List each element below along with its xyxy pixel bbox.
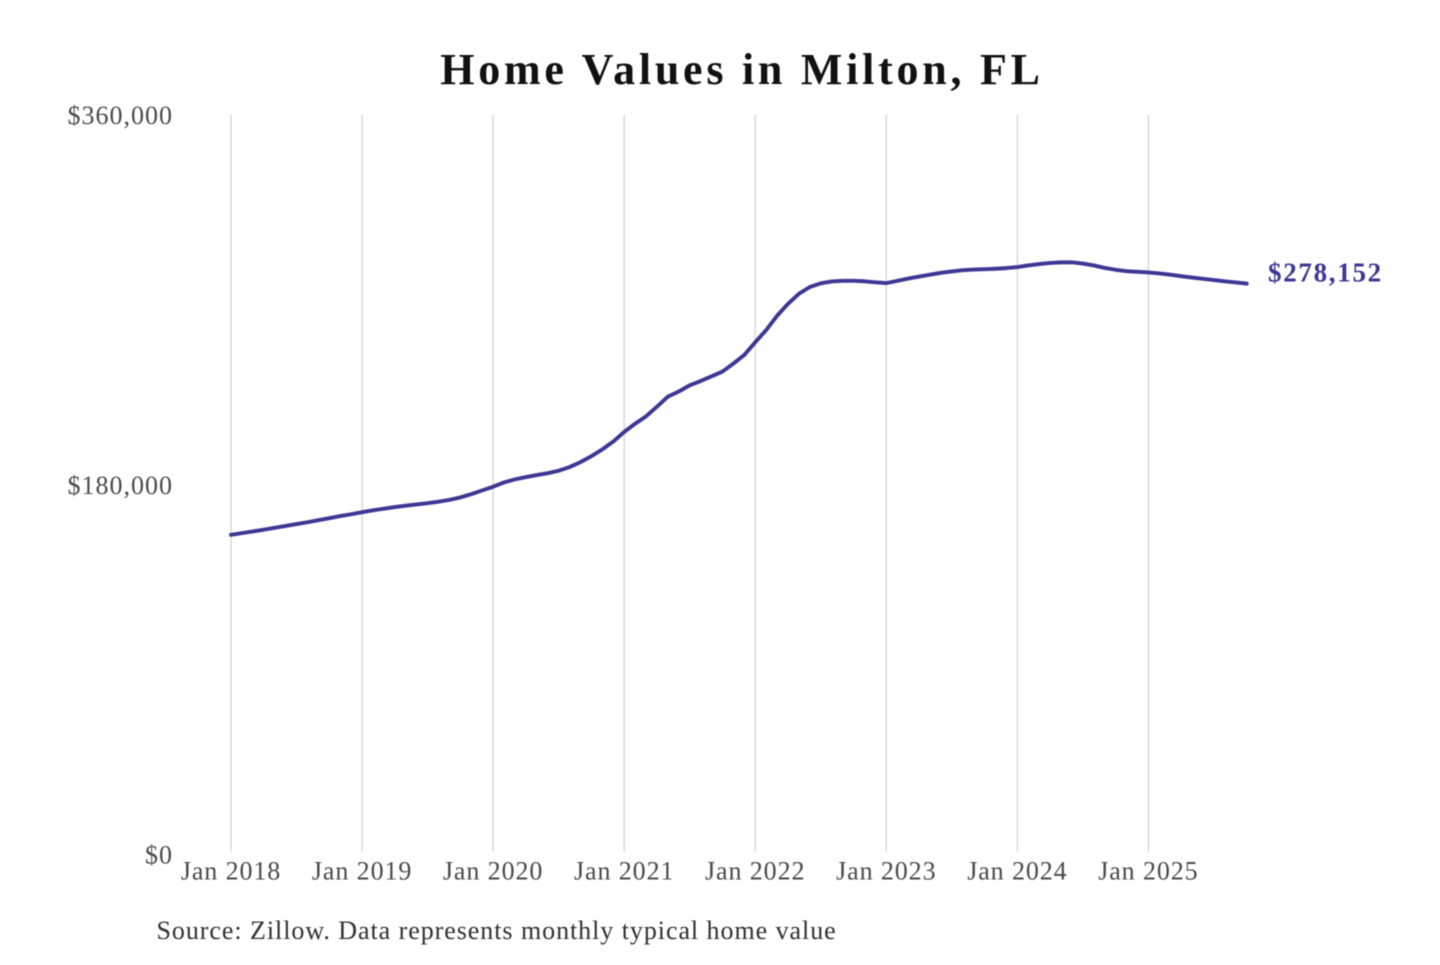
svg-text:Jan 2018: Jan 2018 — [181, 856, 281, 885]
svg-text:Jan 2020: Jan 2020 — [443, 856, 543, 885]
svg-text:Jan 2025: Jan 2025 — [1098, 856, 1198, 885]
svg-text:Source: Zillow. Data represent: Source: Zillow. Data represents monthly … — [157, 916, 837, 945]
svg-text:Jan 2024: Jan 2024 — [967, 856, 1067, 885]
svg-text:$0: $0 — [145, 840, 173, 869]
svg-text:Jan 2019: Jan 2019 — [312, 856, 412, 885]
svg-text:Jan 2023: Jan 2023 — [836, 856, 936, 885]
svg-text:Jan 2021: Jan 2021 — [574, 856, 674, 885]
svg-text:$360,000: $360,000 — [68, 101, 174, 130]
svg-text:Jan 2022: Jan 2022 — [705, 856, 805, 885]
svg-text:Home Values in Milton, FL: Home Values in Milton, FL — [440, 45, 1043, 94]
svg-text:$278,152: $278,152 — [1268, 257, 1383, 287]
svg-text:$180,000: $180,000 — [68, 471, 174, 500]
